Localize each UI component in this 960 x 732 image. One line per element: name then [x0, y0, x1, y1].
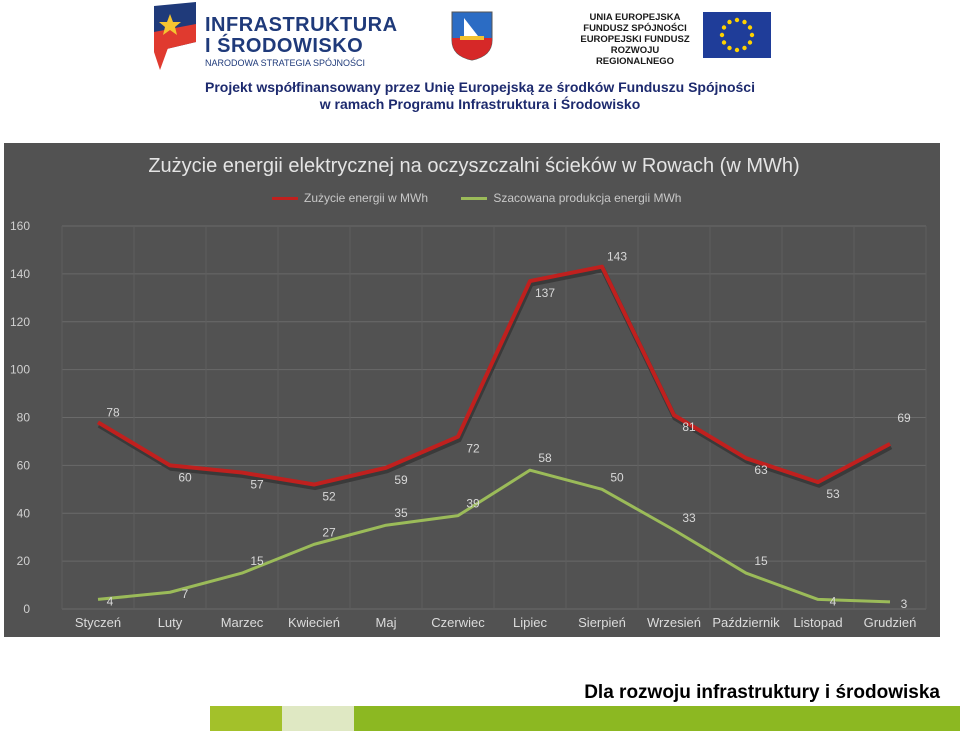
eu-star [742, 19, 747, 25]
data-label-s1: 143 [607, 250, 627, 264]
eu-star [749, 32, 755, 38]
nss-flag-icon [154, 2, 196, 70]
data-label-s2: 27 [322, 525, 336, 539]
x-tick-label: Luty [158, 615, 183, 630]
data-label-s1: 63 [754, 463, 768, 477]
eu-line-2: FUNDUSZ SPÓJNOŚCI [583, 23, 687, 34]
logo-line-1: INFRASTRUKTURA [205, 14, 398, 36]
project-line-1: Projekt współfinansowany przez Unię Euro… [205, 79, 755, 95]
data-label-s2: 4 [107, 594, 114, 608]
x-tick-label: Wrzesień [647, 615, 701, 630]
x-tick-label: Lipiec [513, 615, 547, 630]
eu-star [721, 40, 727, 45]
footer-bar-segment-2 [282, 706, 354, 731]
eu-line-1: UNIA EUROPEJSKA [589, 12, 681, 23]
data-label-s2: 4 [830, 594, 837, 608]
footer-bar-segment-1 [210, 706, 282, 731]
infrastruktura-srodowisko-logo: INFRASTRUKTURA I ŚRODOWISKO NARODOWA STR… [150, 2, 397, 70]
data-label-s2: 7 [182, 587, 189, 601]
data-label-s1: 72 [466, 442, 480, 456]
data-label-s1: 81 [682, 420, 696, 434]
eu-flag-icon [703, 12, 771, 58]
x-tick-label: Maj [376, 615, 397, 630]
data-label-s1: 57 [250, 478, 264, 492]
project-line-2: w ramach Programu Infrastruktura i Środo… [319, 96, 641, 112]
eu-star [734, 17, 740, 23]
y-tick-label: 60 [17, 458, 31, 472]
eu-star [742, 45, 747, 51]
x-tick-label: Czerwiec [431, 615, 485, 630]
data-label-s2: 15 [754, 554, 768, 568]
eu-star [721, 25, 727, 30]
series-layer [96, 264, 893, 604]
y-tick-label: 100 [10, 363, 30, 377]
eu-star [727, 19, 732, 25]
chart-title: Zużycie energii elektrycznej na oczyszcz… [148, 155, 800, 177]
series-line-2 [97, 468, 891, 604]
x-tick-label: Kwiecień [288, 615, 340, 630]
footer-color-bar [210, 706, 960, 731]
data-label-s1: 69 [897, 411, 911, 425]
legend-label-consumption: Zużycie energii w MWh [304, 191, 429, 205]
legend-swatch-consumption [272, 197, 298, 201]
x-tick-label: Grudzień [864, 615, 917, 630]
x-tick-label: Październik [712, 615, 780, 630]
y-tick-label: 120 [10, 315, 30, 329]
y-axis-ticks: 0 20 40 60 80 100 120 140 160 [10, 219, 30, 616]
series-line-1 [96, 264, 891, 487]
y-tick-label: 160 [10, 219, 30, 233]
eu-funds-label: UNIA EUROPEJSKA FUNDUSZ SPÓJNOŚCI EUROPE… [575, 12, 695, 67]
legend-label-production: Szacowana produkcja energii MWh [493, 191, 682, 205]
legend-item-consumption: Zużycie energii w MWh [272, 191, 428, 205]
x-tick-label: Marzec [221, 615, 264, 630]
x-axis-ticks: Styczeń Luty Marzec Kwiecień Maj Czerwiec Lipi… [75, 615, 917, 630]
y-tick-label: 80 [17, 411, 31, 425]
data-label-s1: 59 [394, 473, 408, 487]
eu-line-4: ROZWOJU REGIONALNEGO [595, 45, 675, 67]
footer-bar-segment-3 [354, 706, 960, 731]
x-tick-label: Sierpień [578, 615, 626, 630]
eu-star [719, 32, 725, 38]
chart-panel: 0 20 40 60 80 100 120 140 160 Styczeń Luty Marzec K… [4, 143, 940, 637]
legend-item-production: Szacowana produkcja energii MWh [461, 191, 681, 205]
data-label-s1: 78 [106, 405, 120, 419]
data-label-s2: 15 [250, 554, 264, 568]
eu-line-3: EUROPEJSKI FUNDUSZ [580, 34, 690, 45]
x-tick-label: Listopad [793, 615, 842, 630]
data-label-s1: 53 [826, 487, 840, 501]
legend-swatch-production [461, 197, 488, 201]
x-tick-label: Styczeń [75, 615, 121, 630]
eu-star [727, 45, 732, 51]
y-tick-label: 20 [17, 554, 31, 568]
footer-slogan: Dla rozwoju infrastruktury i środowiska [584, 682, 940, 703]
legend: Zużycie energii w MWh Szacowana produkcj… [272, 191, 711, 205]
y-tick-label: 40 [17, 506, 31, 520]
grid [61, 225, 927, 610]
logo-line-3: NARODOWA STRATEGIA SPÓJNOŚCI [205, 58, 366, 68]
logo-line-2: I ŚRODOWISKO [205, 35, 364, 57]
eu-star [734, 47, 740, 53]
data-label-s1: 52 [322, 490, 336, 504]
data-label-s2: 39 [466, 497, 480, 511]
data-label-s1: 137 [535, 286, 555, 300]
eu-star [747, 25, 753, 30]
eu-star [747, 40, 753, 45]
y-tick-label: 140 [10, 267, 30, 281]
data-label-s2: 50 [610, 470, 624, 484]
line-chart: 0 20 40 60 80 100 120 140 160 Styczeń Luty Marzec K… [10, 219, 927, 630]
header: INFRASTRUKTURA I ŚRODOWISKO NARODOWA STR… [0, 0, 960, 140]
y-tick-label: 0 [23, 602, 30, 616]
data-label-s2: 33 [682, 511, 696, 525]
data-label-s1: 60 [178, 470, 192, 484]
data-labels: 78 60 57 52 59 72 137 143 81 63 53 69 4 7 15 27 35 39 58 50… [106, 250, 911, 611]
data-label-s2: 35 [394, 506, 408, 520]
data-label-s2: 58 [538, 451, 552, 465]
municipal-crest-icon [451, 11, 493, 61]
series-shadow [97, 266, 893, 491]
data-label-s2: 3 [901, 597, 908, 611]
